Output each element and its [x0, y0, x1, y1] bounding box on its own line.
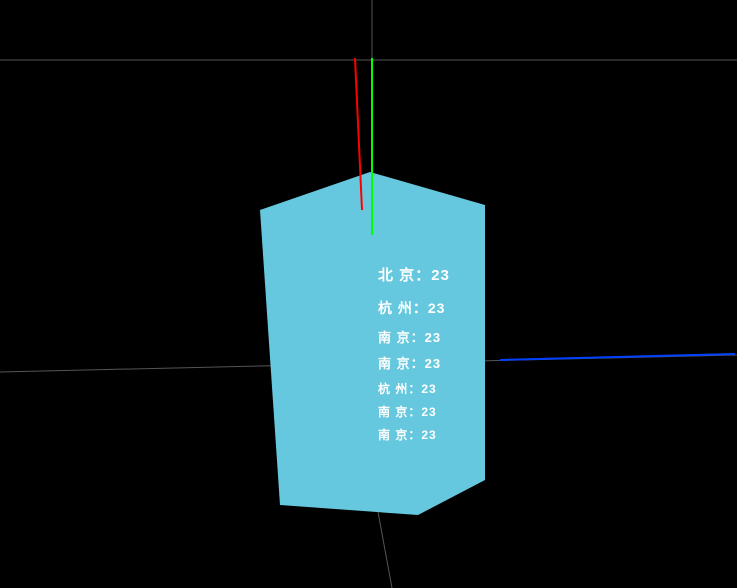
- city-name: 南 京: [378, 356, 411, 371]
- separator: ：: [415, 267, 431, 284]
- city-label-list: 北 京：23 杭 州：23 南 京：23 南 京：23 杭 州：23 南 京：2…: [378, 268, 450, 441]
- city-label-item: 杭 州：23: [378, 301, 450, 315]
- separator: ：: [413, 300, 428, 316]
- city-name: 杭 州: [378, 382, 408, 396]
- city-label-item: 南 京：23: [378, 406, 450, 418]
- city-name: 南 京: [378, 330, 411, 345]
- city-value: 23: [421, 428, 436, 442]
- scene-svg: [0, 0, 737, 588]
- city-value: 23: [428, 300, 446, 316]
- city-label-item: 南 京：23: [378, 331, 450, 344]
- city-label-item: 北 京：23: [378, 268, 450, 283]
- separator: ：: [408, 405, 421, 419]
- city-name: 杭 州: [378, 300, 413, 316]
- city-label-item: 南 京：23: [378, 357, 450, 370]
- separator: ：: [408, 428, 421, 442]
- city-name: 南 京: [378, 428, 408, 442]
- city-value: 23: [425, 330, 441, 345]
- city-name: 北 京: [378, 267, 415, 284]
- city-label-item: 杭 州：23: [378, 383, 450, 395]
- city-name: 南 京: [378, 405, 408, 419]
- separator: ：: [411, 356, 425, 371]
- 3d-viewport[interactable]: 北 京：23 杭 州：23 南 京：23 南 京：23 杭 州：23 南 京：2…: [0, 0, 737, 588]
- city-value: 23: [425, 356, 441, 371]
- separator: ：: [411, 330, 425, 345]
- axis-down: [378, 512, 392, 588]
- axis-z: [500, 354, 735, 360]
- city-value: 23: [421, 382, 436, 396]
- city-value: 23: [421, 405, 436, 419]
- city-value: 23: [431, 267, 450, 284]
- city-label-item: 南 京：23: [378, 429, 450, 441]
- separator: ：: [408, 382, 421, 396]
